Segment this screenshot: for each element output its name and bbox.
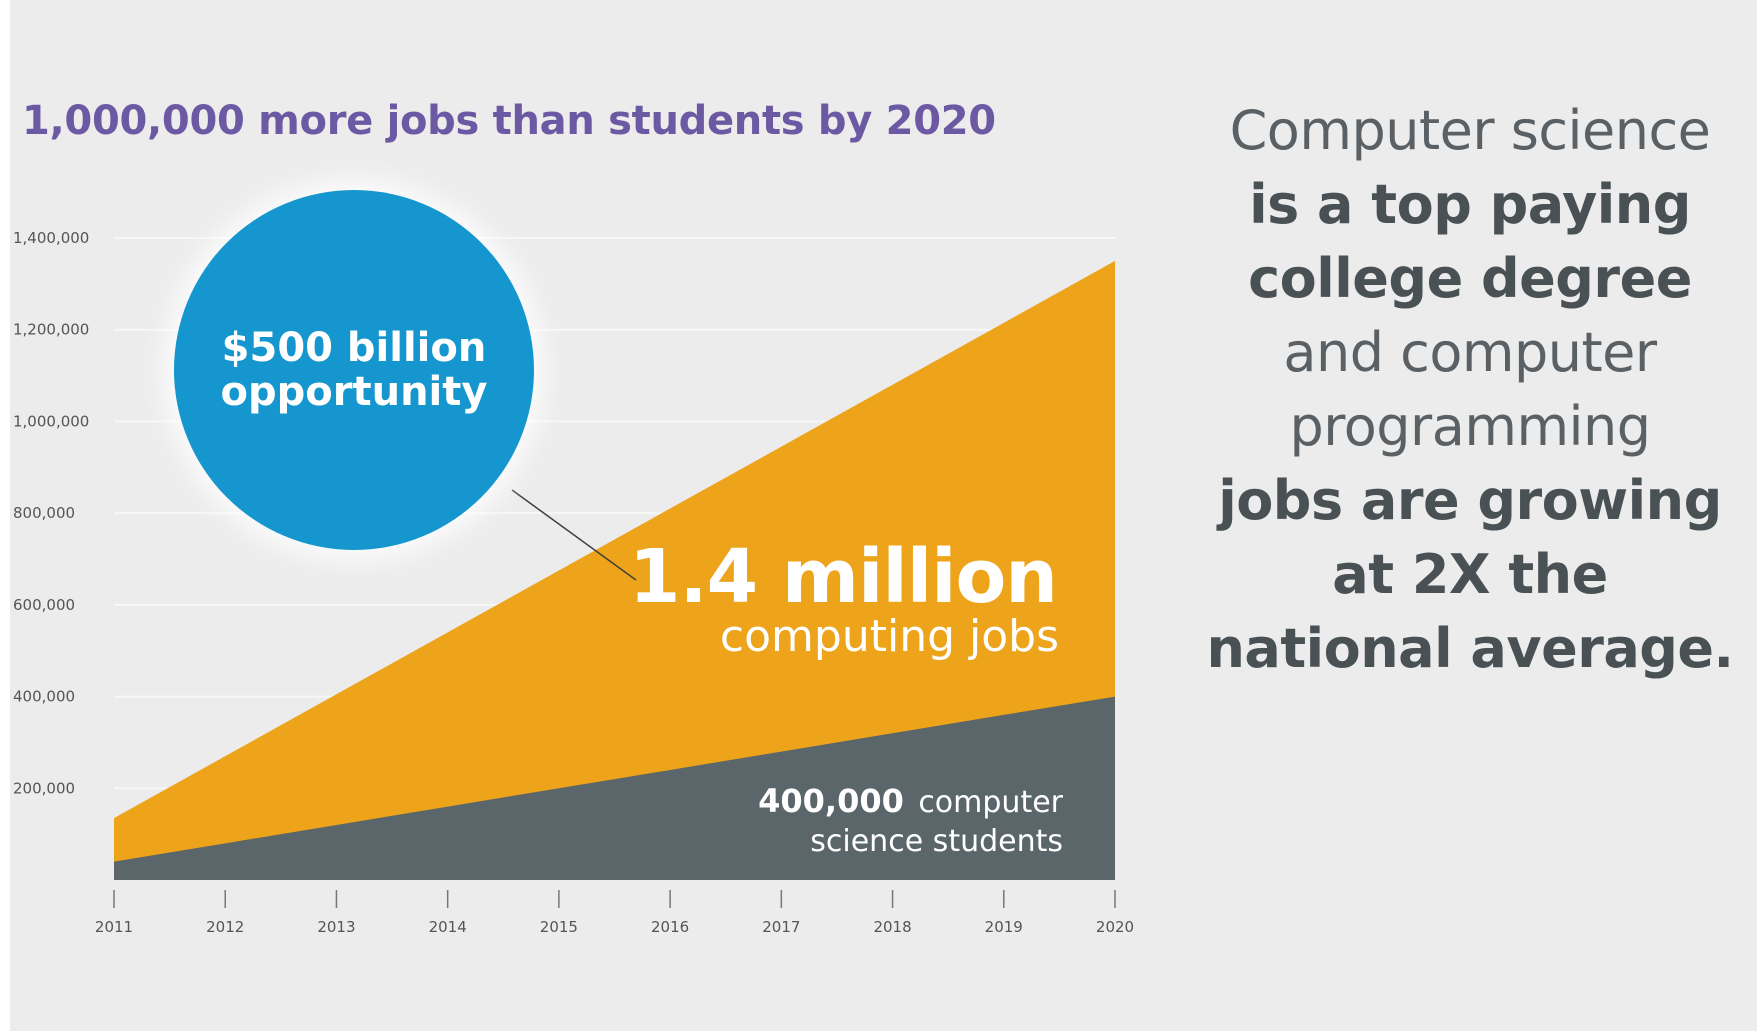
area-chart: 2011 2012 2013 2014 2015 2016 2017 2018 2019 2020… — [13, 229, 1134, 936]
x-tick-label: 2014 — [429, 918, 467, 936]
students-area — [114, 696, 1115, 880]
opportunity-callout-circle: $500 billion opportunity — [174, 190, 534, 550]
side-text-line: jobs are growing — [1218, 469, 1722, 532]
y-tick-label: 1,200,000 — [13, 321, 89, 339]
x-tick-label: 2011 — [95, 918, 133, 936]
side-text-line: is a top paying — [1249, 173, 1691, 236]
side-statement: Computer science is a top paying college d… — [1200, 94, 1740, 686]
students-label-text1: computer — [918, 785, 1063, 820]
callout-leader-line — [511, 489, 637, 581]
x-tick-label: 2018 — [873, 918, 911, 936]
students-label-line2: science students — [810, 824, 1063, 859]
side-text-line: national average. — [1206, 617, 1734, 680]
jobs-area — [114, 260, 1115, 880]
x-tick-label: 2019 — [985, 918, 1023, 936]
x-tick-label: 2013 — [317, 918, 355, 936]
y-tick-label: 1,400,000 — [13, 229, 89, 247]
side-text-line: and computer — [1283, 321, 1657, 384]
x-tick-label: 2020 — [1096, 918, 1134, 936]
x-tick-label: 2012 — [206, 918, 244, 936]
x-axis: 2011 2012 2013 2014 2015 2016 2017 2018 2019 2020 — [95, 890, 1134, 936]
callout-line-2: opportunity — [220, 369, 488, 415]
students-label-line1: 400,000 computer — [758, 782, 1064, 820]
x-tick-label: 2016 — [651, 918, 689, 936]
x-tick-label: 2017 — [762, 918, 800, 936]
side-text-line: programming — [1289, 395, 1651, 458]
y-axis-tick-labels: 1,400,000 1,200,000 1,000,000 800,000 600,00… — [13, 229, 89, 797]
side-text-line: at 2X the — [1332, 543, 1608, 606]
chart-headline: 1,000,000 more jobs than students by 202… — [22, 98, 996, 144]
side-text-line: college degree — [1248, 247, 1692, 310]
infographic-card: 1,000,000 more jobs than students by 202… — [10, 0, 1757, 1031]
y-tick-label: 800,000 — [13, 504, 75, 522]
side-text-line: Computer science — [1229, 99, 1711, 162]
y-tick-label: 1,000,000 — [13, 412, 89, 430]
area-series — [114, 260, 1115, 880]
y-tick-label: 600,000 — [13, 596, 75, 614]
y-tick-label: 200,000 — [13, 779, 75, 797]
jobs-label-text: computing jobs — [720, 611, 1059, 662]
x-tick-label: 2015 — [540, 918, 578, 936]
jobs-total-label: 1.4 million — [629, 534, 1057, 620]
students-total-label: 400,000 — [758, 782, 904, 820]
callout-line-1: $500 billion — [221, 325, 487, 371]
y-tick-label: 400,000 — [13, 688, 75, 706]
